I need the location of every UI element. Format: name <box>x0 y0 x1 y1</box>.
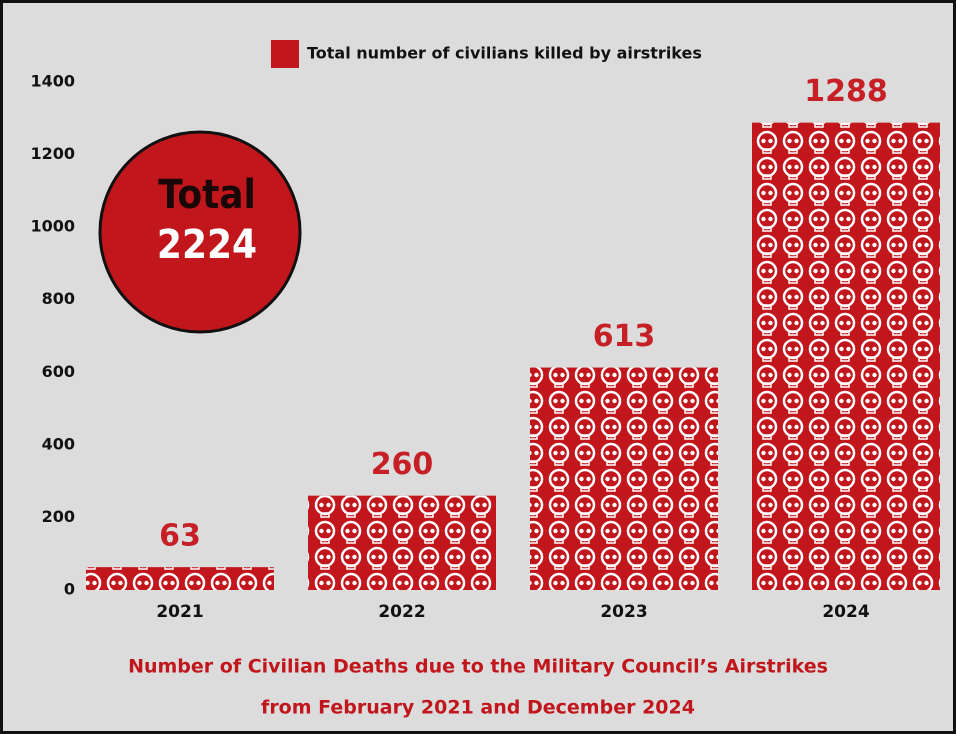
value-label: 1288 <box>804 74 888 109</box>
y-tick-label: 800 <box>42 289 75 308</box>
total-value: 2224 <box>157 222 257 268</box>
bar-texture <box>86 567 274 590</box>
chart-title: from February 2021 and December 2024 <box>261 697 695 719</box>
y-tick-label: 400 <box>42 434 75 453</box>
legend-label: Total number of civilians killed by airs… <box>307 44 702 63</box>
y-tick-label: 1200 <box>30 144 75 163</box>
bar-texture <box>752 123 940 590</box>
x-tick-label: 2023 <box>600 602 647 622</box>
y-tick-label: 600 <box>42 362 75 381</box>
x-tick-label: 2022 <box>378 602 425 622</box>
y-tick-label: 1400 <box>30 72 75 91</box>
x-tick-label: 2024 <box>822 602 869 622</box>
x-tick-label: 2021 <box>156 602 203 622</box>
chart: Total number of civilians killed by airs… <box>0 0 956 734</box>
value-label: 63 <box>159 519 201 554</box>
bar-texture <box>530 368 718 590</box>
value-label: 613 <box>593 319 656 354</box>
total-label: Total <box>158 172 256 218</box>
y-tick-label: 200 <box>42 507 75 526</box>
bar-texture <box>308 496 496 590</box>
value-label: 260 <box>371 447 434 482</box>
y-tick-label: 1000 <box>30 217 75 236</box>
y-tick-label: 0 <box>64 580 75 599</box>
legend-swatch <box>271 40 299 68</box>
chart-title: Number of Civilian Deaths due to the Mil… <box>128 656 828 678</box>
